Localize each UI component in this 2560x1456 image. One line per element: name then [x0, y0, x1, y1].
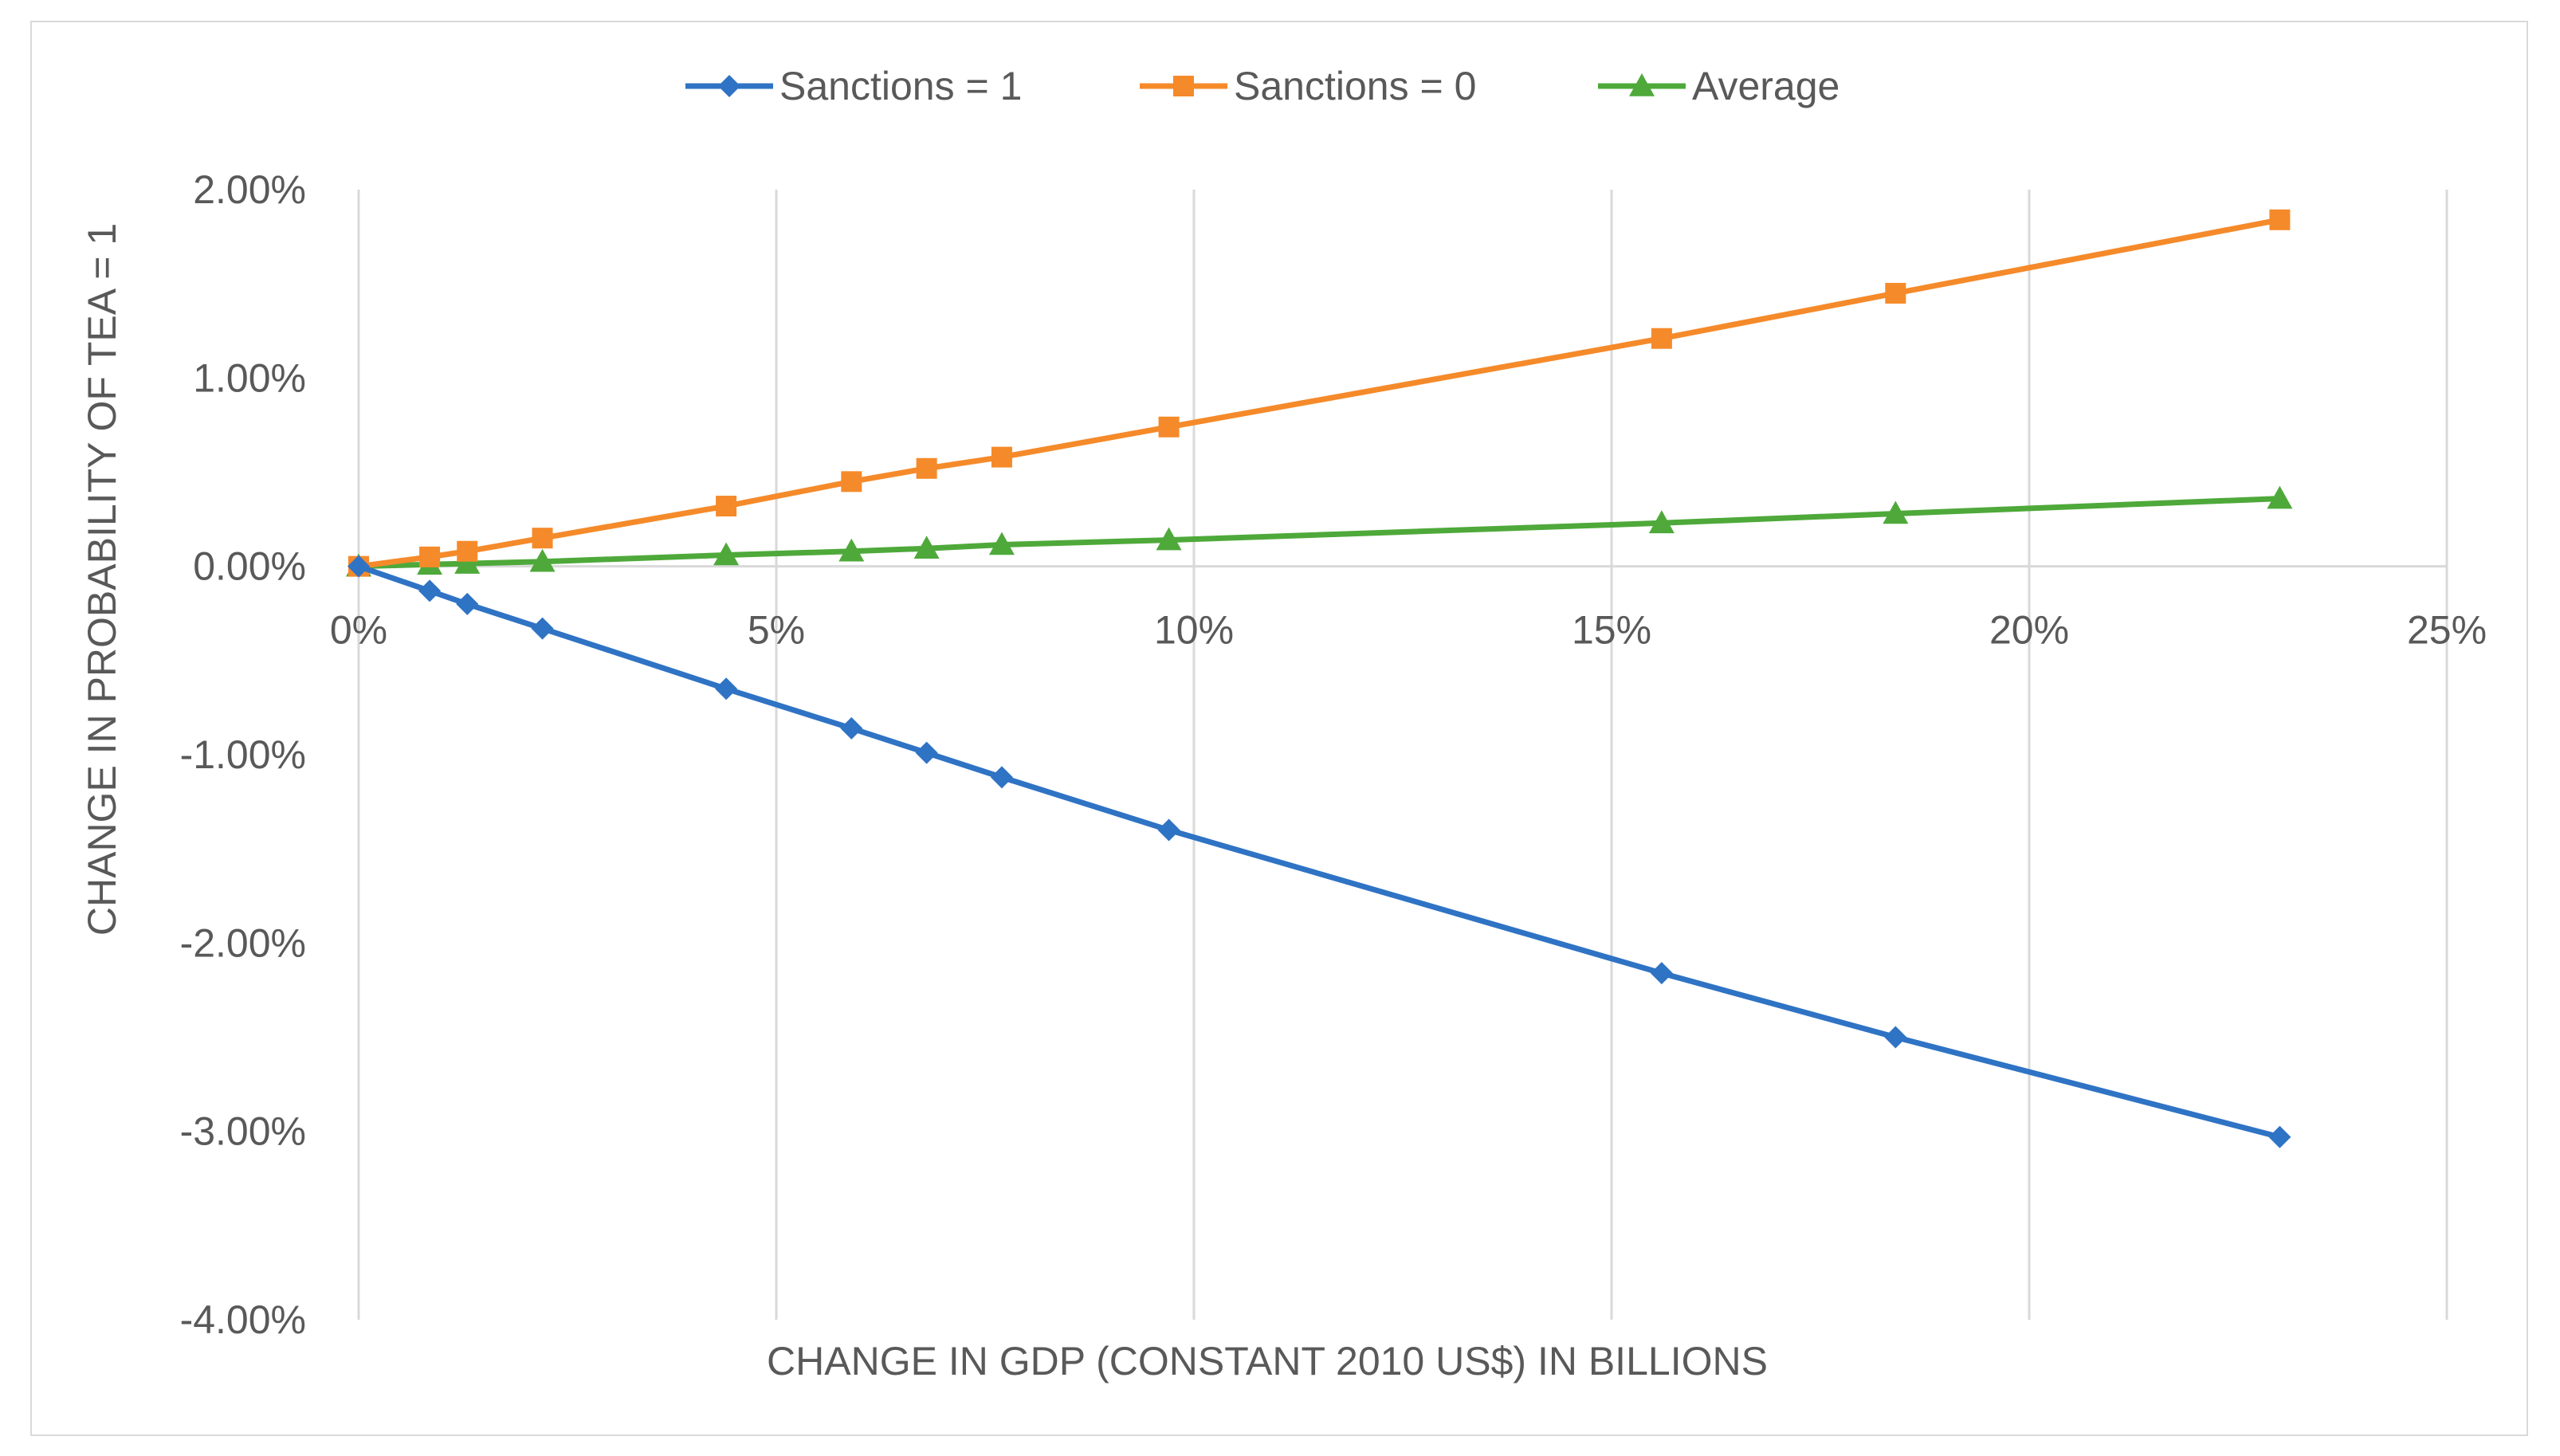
legend-label: Sanctions = 0 [1234, 64, 1476, 108]
data-point-average [988, 532, 1015, 555]
data-point-sanctions-1 [1650, 962, 1673, 985]
data-point-sanctions-1 [456, 592, 479, 615]
data-point-sanctions-1 [1884, 1026, 1907, 1049]
data-point-sanctions-0 [1651, 328, 1672, 349]
chart-frame [30, 21, 2528, 1436]
legend-item-sanctions-0: Sanctions = 0 [1140, 64, 1476, 108]
y-axis-ticks: 2.00% 1.00% 0.00% -1.00% -2.00% -3.00% -4.00% [180, 167, 306, 1342]
data-point-sanctions-0 [1158, 416, 1180, 438]
series-sanctions-1 [347, 555, 2291, 1148]
data-point-sanctions-1 [531, 617, 554, 640]
legend-marker-sanctions-1 [718, 75, 740, 97]
data-point-sanctions-0 [841, 471, 862, 493]
data-point-sanctions-1 [1157, 818, 1180, 842]
data-point-sanctions-1 [915, 741, 938, 764]
data-point-sanctions-1 [840, 716, 863, 740]
data-point-average [2267, 485, 2293, 509]
legend: Sanctions = 1 Sanctions = 0 Average [685, 64, 1840, 108]
legend-marker-average [1629, 73, 1655, 96]
data-point-sanctions-0 [457, 540, 478, 562]
data-point-sanctions-1 [418, 579, 442, 602]
y-tick-label: -1.00% [180, 732, 306, 777]
x-tick-label: 10% [1154, 608, 1234, 653]
data-point-average [913, 536, 940, 559]
y-tick-label: 2.00% [193, 167, 306, 212]
x-axis-ticks: 0% 5% 10% 15% 20% 25% [330, 608, 2487, 653]
y-axis-title: CHANGE IN PROBABILITY OF TEA = 1 [80, 223, 124, 936]
data-point-sanctions-0 [716, 496, 737, 517]
legend-label: Sanctions = 1 [779, 64, 1022, 108]
legend-item-average: Average [1598, 64, 1840, 108]
y-tick-label: -2.00% [180, 920, 306, 965]
data-point-sanctions-1 [2268, 1125, 2291, 1148]
data-point-sanctions-0 [1885, 282, 1906, 304]
x-tick-label: 20% [1989, 608, 2069, 653]
data-point-average [454, 551, 481, 574]
data-point-average [1883, 500, 1909, 524]
data-point-sanctions-1 [347, 555, 370, 578]
data-point-sanctions-0 [419, 546, 441, 567]
data-point-sanctions-1 [715, 677, 738, 701]
legend-item-sanctions-1: Sanctions = 1 [685, 64, 1022, 108]
y-tick-label: 1.00% [193, 355, 306, 400]
x-tick-label: 15% [1572, 608, 1651, 653]
series-line-average [358, 496, 2280, 570]
data-point-sanctions-0 [916, 457, 937, 479]
x-tick-label: 0% [330, 608, 387, 653]
data-point-sanctions-0 [2269, 209, 2291, 230]
gridlines [357, 190, 2448, 1320]
data-point-average [529, 548, 556, 572]
y-tick-label: -3.00% [180, 1109, 306, 1154]
y-tick-label: 0.00% [193, 544, 306, 589]
data-point-sanctions-1 [990, 766, 1013, 789]
x-axis-title: CHANGE IN GDP (CONSTANT 2010 US$) IN BIL… [767, 1339, 1768, 1383]
x-tick-label: 5% [748, 608, 805, 653]
legend-label: Average [1692, 64, 1840, 108]
data-point-sanctions-0 [532, 528, 553, 549]
data-point-average [713, 542, 740, 566]
data-point-sanctions-0 [991, 446, 1012, 468]
series-line-sanctions-0 [358, 217, 2281, 570]
data-point-average [838, 538, 865, 562]
series-average [346, 485, 2293, 577]
series-lines [346, 209, 2293, 1148]
data-point-average [1648, 510, 1675, 534]
legend-marker-sanctions-0 [1173, 76, 1194, 96]
x-tick-label: 25% [2407, 608, 2487, 653]
data-point-average [1156, 527, 1182, 551]
series-sanctions-0 [348, 209, 2291, 577]
y-tick-label: -4.00% [180, 1297, 306, 1342]
